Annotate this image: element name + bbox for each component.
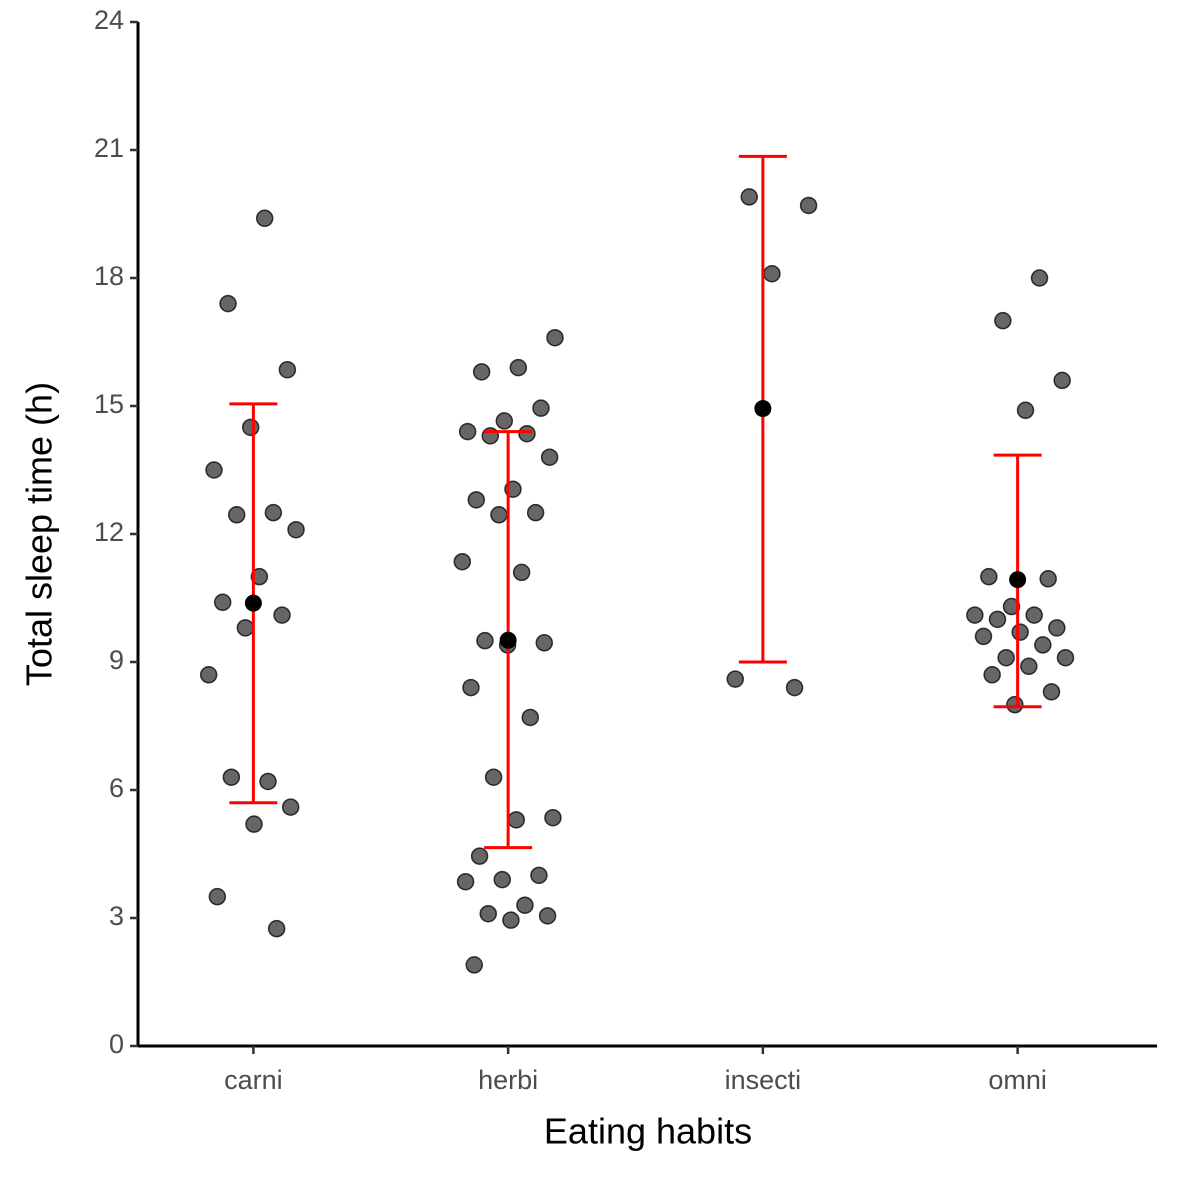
data-point (785, 678, 804, 697)
data-point (530, 866, 548, 885)
data-point (502, 911, 520, 929)
data-point (544, 808, 562, 827)
x-axis-title: Eating habits (544, 1111, 752, 1152)
data-point (213, 593, 232, 612)
data-point (208, 887, 227, 906)
y-tick-label: 15 (94, 389, 124, 419)
data-point (980, 567, 998, 586)
data-point (994, 311, 1012, 330)
data-point (1020, 657, 1038, 676)
data-point (997, 648, 1015, 667)
x-tick-label: carni (224, 1065, 283, 1095)
y-tick-label: 0 (109, 1029, 124, 1059)
data-point (250, 567, 269, 586)
data-point (287, 520, 305, 539)
data-point (255, 209, 274, 228)
data-point (1016, 401, 1035, 420)
data-point (540, 448, 559, 466)
data-point (507, 811, 526, 829)
data-point (245, 815, 263, 833)
data-point (1048, 619, 1066, 637)
y-tick-label: 12 (94, 517, 124, 547)
y-tick-label: 9 (109, 645, 124, 675)
data-point (465, 956, 483, 974)
data-point (1025, 606, 1043, 624)
data-point (516, 896, 534, 914)
data-point (726, 670, 744, 688)
data-point (205, 461, 223, 479)
data-point (281, 798, 300, 816)
data-point (966, 606, 984, 624)
mean-point (754, 400, 772, 418)
data-point (278, 360, 297, 379)
data-point (227, 506, 246, 524)
data-point (546, 328, 564, 347)
data-point (495, 412, 514, 430)
y-tick-label: 24 (94, 5, 124, 35)
data-point (521, 708, 540, 727)
data-point (988, 610, 1007, 629)
y-tick-label: 6 (109, 773, 124, 803)
data-point (222, 768, 241, 786)
data-point (1053, 371, 1071, 390)
data-point (490, 506, 508, 524)
data-point (267, 919, 286, 938)
data-point (535, 634, 554, 652)
data-point (259, 772, 277, 791)
mean-point (1009, 571, 1027, 589)
data-point (518, 424, 536, 443)
data-point (472, 363, 491, 381)
x-tick-label: herbi (478, 1065, 538, 1095)
y-axis-title: Total sleep time (h) (19, 382, 60, 686)
y-tick-label: 21 (94, 133, 124, 163)
data-point (199, 666, 218, 684)
data-point (538, 907, 557, 925)
data-point (467, 491, 486, 509)
data-point (512, 563, 531, 582)
data-point (456, 872, 475, 891)
data-point (462, 678, 480, 697)
data-point (470, 847, 489, 865)
data-point (799, 196, 818, 215)
data-point (763, 264, 781, 283)
data-point (484, 768, 503, 786)
x-tick-label: omni (988, 1065, 1047, 1095)
data-point (241, 418, 260, 437)
data-point (476, 631, 494, 650)
data-point (532, 399, 550, 417)
data-point (1030, 269, 1049, 287)
data-point (1011, 623, 1029, 641)
data-point (1039, 570, 1057, 588)
data-point (236, 619, 255, 637)
data-point (1034, 636, 1052, 654)
data-point (974, 627, 993, 646)
data-point (458, 422, 477, 441)
y-tick-label: 18 (94, 261, 124, 291)
x-tick-label: insecti (725, 1065, 802, 1095)
mean-point (244, 594, 262, 612)
data-point (983, 666, 1001, 684)
data-point (493, 870, 512, 889)
data-point (1006, 695, 1024, 714)
data-point (740, 188, 758, 206)
data-point (526, 503, 545, 522)
data-point (509, 358, 528, 377)
data-point (273, 606, 291, 624)
data-point (453, 552, 472, 571)
mean-point (499, 631, 517, 649)
y-tick-label: 3 (109, 901, 124, 931)
data-point (479, 904, 498, 923)
data-point (219, 294, 237, 313)
data-point (1002, 597, 1021, 616)
data-point (1042, 683, 1061, 701)
data-point (264, 503, 283, 522)
data-point (1056, 648, 1075, 667)
